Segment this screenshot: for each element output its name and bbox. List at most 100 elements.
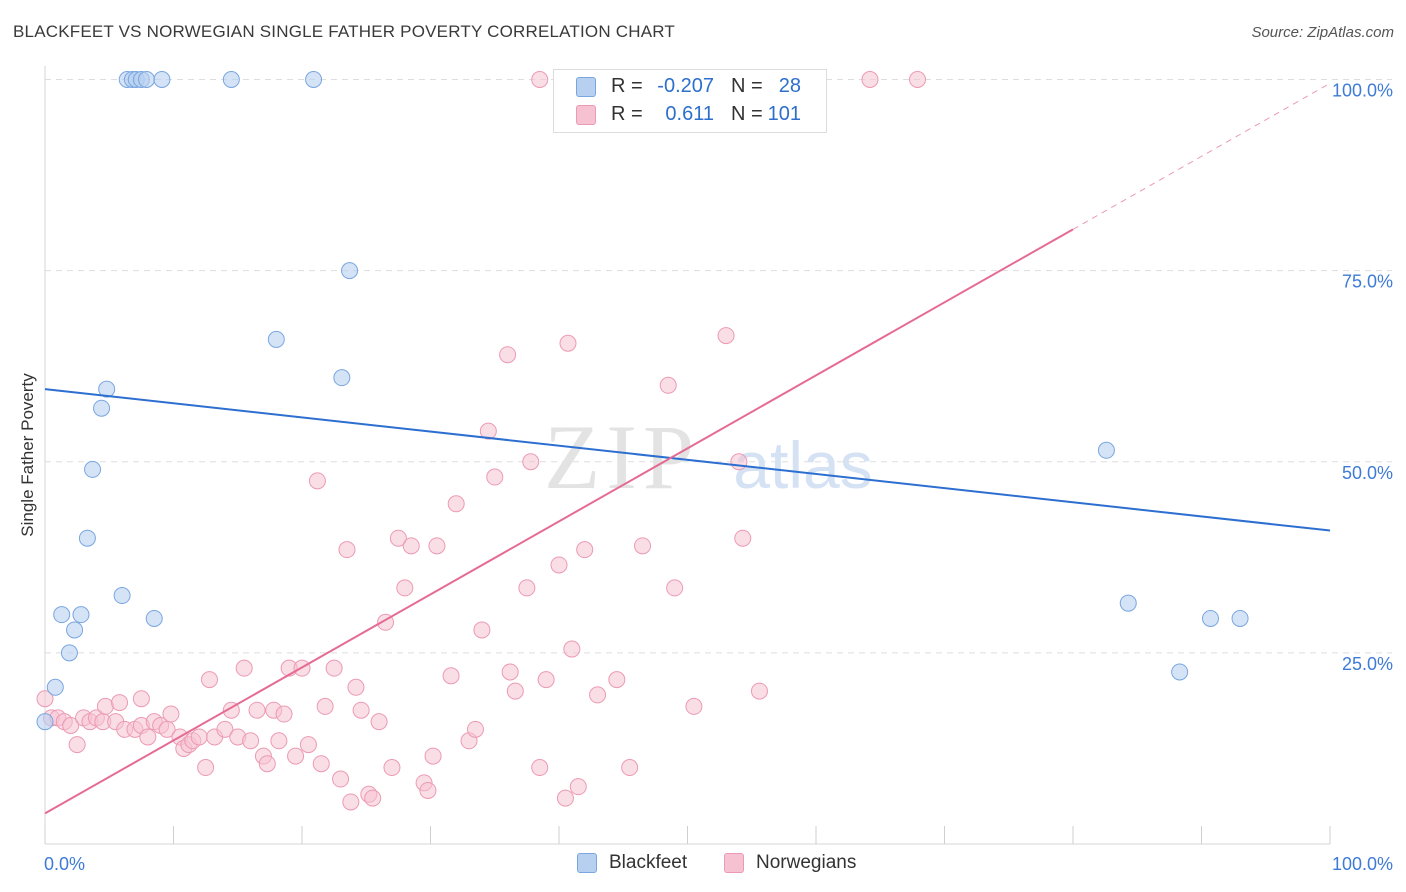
norwegians-n-value: 101: [767, 103, 801, 125]
source-label: Source: ZipAtlas.com: [1251, 24, 1394, 41]
norwegians-trend-line: [44, 228, 1074, 815]
blackfeet-legend-swatch: [577, 853, 597, 873]
blackfeet-r-value: -0.207: [657, 75, 714, 97]
chart-title: BLACKFEET VS NORWEGIAN SINGLE FATHER POV…: [13, 22, 676, 41]
norwegians-legend-label: Norwegians: [756, 852, 857, 873]
norwegians-point: [111, 694, 129, 712]
norwegians-point: [342, 793, 360, 811]
norwegians-r-value: 0.611: [665, 103, 714, 125]
norwegians-point: [537, 671, 555, 689]
norwegians-point: [216, 720, 234, 738]
y-tick-label: 50.0%: [1342, 463, 1393, 483]
blackfeet-trend-line: [44, 388, 1331, 532]
norwegians-point: [364, 789, 382, 807]
norwegians-point: [325, 659, 343, 677]
norwegians-point: [506, 682, 524, 700]
blackfeet-point: [1097, 441, 1115, 459]
blackfeet-point: [98, 380, 116, 398]
blackfeet-point: [60, 644, 78, 662]
blackfeet-point: [1201, 609, 1219, 627]
blackfeet-point: [46, 678, 64, 696]
blackfeet-point: [222, 71, 240, 88]
norwegians-points: [36, 71, 927, 811]
norwegians-point: [750, 682, 768, 700]
blackfeet-n-value: 28: [778, 75, 801, 97]
norwegians-point: [730, 453, 748, 471]
blackfeet-point: [267, 330, 285, 348]
norwegians-point: [287, 747, 305, 765]
norwegians-point: [389, 529, 407, 547]
norwegians-point: [316, 697, 334, 715]
blackfeet-point: [153, 71, 171, 88]
norwegians-point: [200, 671, 218, 689]
norwegians-point: [347, 678, 365, 696]
norwegians-point: [383, 759, 401, 777]
norwegians-point: [62, 717, 80, 735]
legend-r-label: R =: [611, 103, 643, 125]
x-tick-label: 100.0%: [1332, 854, 1393, 874]
legend-n-label: N =: [731, 103, 763, 125]
tick-labels: 25.0% 50.0% 75.0% 100.0% 0.0% 100.0%: [44, 81, 1393, 875]
norwegians-point: [235, 659, 253, 677]
norwegians-point: [270, 732, 288, 750]
norwegians-swatch: [576, 105, 596, 125]
norwegians-point: [466, 720, 484, 738]
norwegians-point: [734, 529, 752, 547]
x-tick-label: 0.0%: [44, 854, 85, 874]
legend-row-blackfeet: R = -0.207 N = 28: [554, 73, 826, 101]
blackfeet-swatch: [576, 77, 596, 97]
legend-row-norwegians: R = 0.611 N = 101: [554, 101, 826, 129]
blackfeet-point: [36, 713, 54, 731]
norwegians-point: [563, 640, 581, 658]
legend-n-label: N =: [731, 75, 763, 97]
norwegians-point: [442, 667, 460, 685]
blackfeet-point: [93, 399, 111, 417]
blackfeet-point: [113, 587, 131, 605]
norwegians-point: [486, 468, 504, 486]
blackfeet-point: [84, 460, 102, 478]
norwegians-point: [531, 759, 549, 777]
norwegians-point: [473, 621, 491, 639]
blackfeet-point: [341, 262, 359, 280]
norwegians-point: [242, 732, 260, 750]
norwegians-point: [190, 728, 208, 746]
norwegians-point: [275, 705, 293, 723]
norwegians-legend-swatch: [724, 853, 744, 873]
norwegians-point: [352, 701, 370, 719]
blackfeet-point: [78, 529, 96, 547]
y-tick-label: 100.0%: [1332, 81, 1393, 101]
norwegians-point: [338, 541, 356, 559]
norwegians-point: [569, 778, 587, 796]
norwegians-point: [621, 759, 639, 777]
norwegians-point: [499, 346, 517, 364]
norwegians-point: [589, 686, 607, 704]
norwegians-point: [556, 789, 574, 807]
norwegians-point: [370, 713, 388, 731]
norwegians-point: [428, 537, 446, 555]
norwegians-point: [162, 705, 180, 723]
y-tick-label: 75.0%: [1342, 272, 1393, 292]
norwegians-point: [518, 579, 536, 597]
norwegians-point: [197, 759, 215, 777]
norwegians-point: [479, 422, 497, 440]
blackfeet-point: [333, 369, 351, 387]
blackfeet-point: [53, 606, 71, 624]
norwegians-point: [717, 327, 735, 345]
norwegians-point: [666, 579, 684, 597]
norwegians-point: [402, 537, 420, 555]
blackfeet-point: [145, 609, 163, 627]
y-tick-label: 25.0%: [1342, 654, 1393, 674]
norwegians-point: [424, 747, 442, 765]
norwegians-point: [139, 728, 157, 746]
blackfeet-legend-label: Blackfeet: [609, 852, 688, 873]
blackfeet-point: [138, 71, 156, 88]
norwegians-point: [36, 690, 54, 708]
norwegians-point: [685, 697, 703, 715]
watermark-zip: ZIP: [544, 406, 700, 508]
norwegians-point: [576, 541, 594, 559]
norwegians-point: [909, 71, 927, 88]
norwegians-trend-extension: [1072, 82, 1331, 230]
norwegians-point: [332, 770, 350, 788]
watermark-atlas: atlas: [733, 428, 872, 502]
